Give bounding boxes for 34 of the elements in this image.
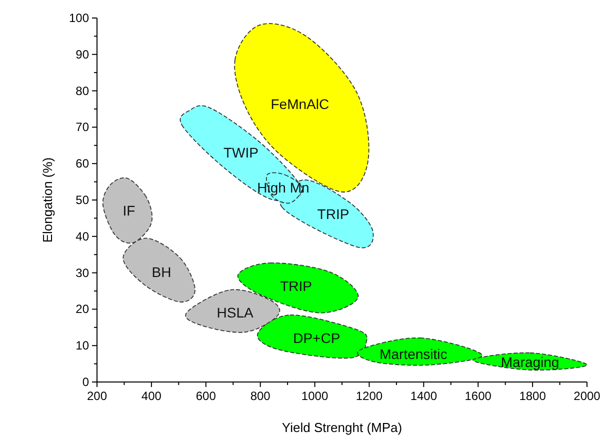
y-tick-label: 30 bbox=[76, 266, 90, 280]
y-tick-label: 60 bbox=[76, 156, 90, 171]
x-tick-label: 1000 bbox=[301, 389, 328, 403]
series-label: DP+CP bbox=[293, 330, 340, 346]
series-label: TWIP bbox=[223, 144, 258, 161]
series-label: High Mn bbox=[257, 179, 310, 196]
x-tick-label: 600 bbox=[196, 389, 216, 403]
x-tick-label: 1400 bbox=[410, 389, 438, 403]
x-tick-label: 1600 bbox=[464, 389, 492, 403]
series-label: TRIP bbox=[280, 278, 312, 294]
y-tick-label: 0 bbox=[82, 375, 90, 389]
x-tick-label: 2000 bbox=[574, 389, 601, 403]
y-tick-label: 40 bbox=[76, 229, 90, 244]
series-label: HSLA bbox=[216, 304, 254, 320]
x-tick-label: 800 bbox=[250, 389, 271, 403]
y-tick-label: 90 bbox=[76, 47, 90, 62]
x-tick-label: 200 bbox=[86, 389, 108, 403]
y-tick-label: 10 bbox=[76, 338, 90, 353]
y-tick-label: 100 bbox=[68, 11, 90, 25]
series-label: Maraging bbox=[500, 354, 560, 370]
series-label: IF bbox=[122, 202, 136, 219]
y-tick-label: 50 bbox=[76, 193, 90, 207]
y-axis-title: Elongation (%) bbox=[40, 157, 55, 243]
y-tick-label: 80 bbox=[76, 84, 90, 98]
x-tick-label: 400 bbox=[141, 389, 162, 403]
x-tick-label: 1200 bbox=[356, 389, 383, 403]
series-label: FeMnAlC bbox=[270, 96, 330, 112]
series-label: Martensitic bbox=[380, 346, 448, 362]
series-label: TRIP bbox=[317, 206, 350, 222]
x-axis-title: Yield Strenght (MPa) bbox=[282, 420, 402, 435]
y-tick-label: 70 bbox=[76, 120, 90, 134]
series-label: BH bbox=[152, 264, 172, 280]
y-tick-label: 20 bbox=[76, 302, 90, 316]
x-tick-label: 1800 bbox=[519, 389, 546, 403]
